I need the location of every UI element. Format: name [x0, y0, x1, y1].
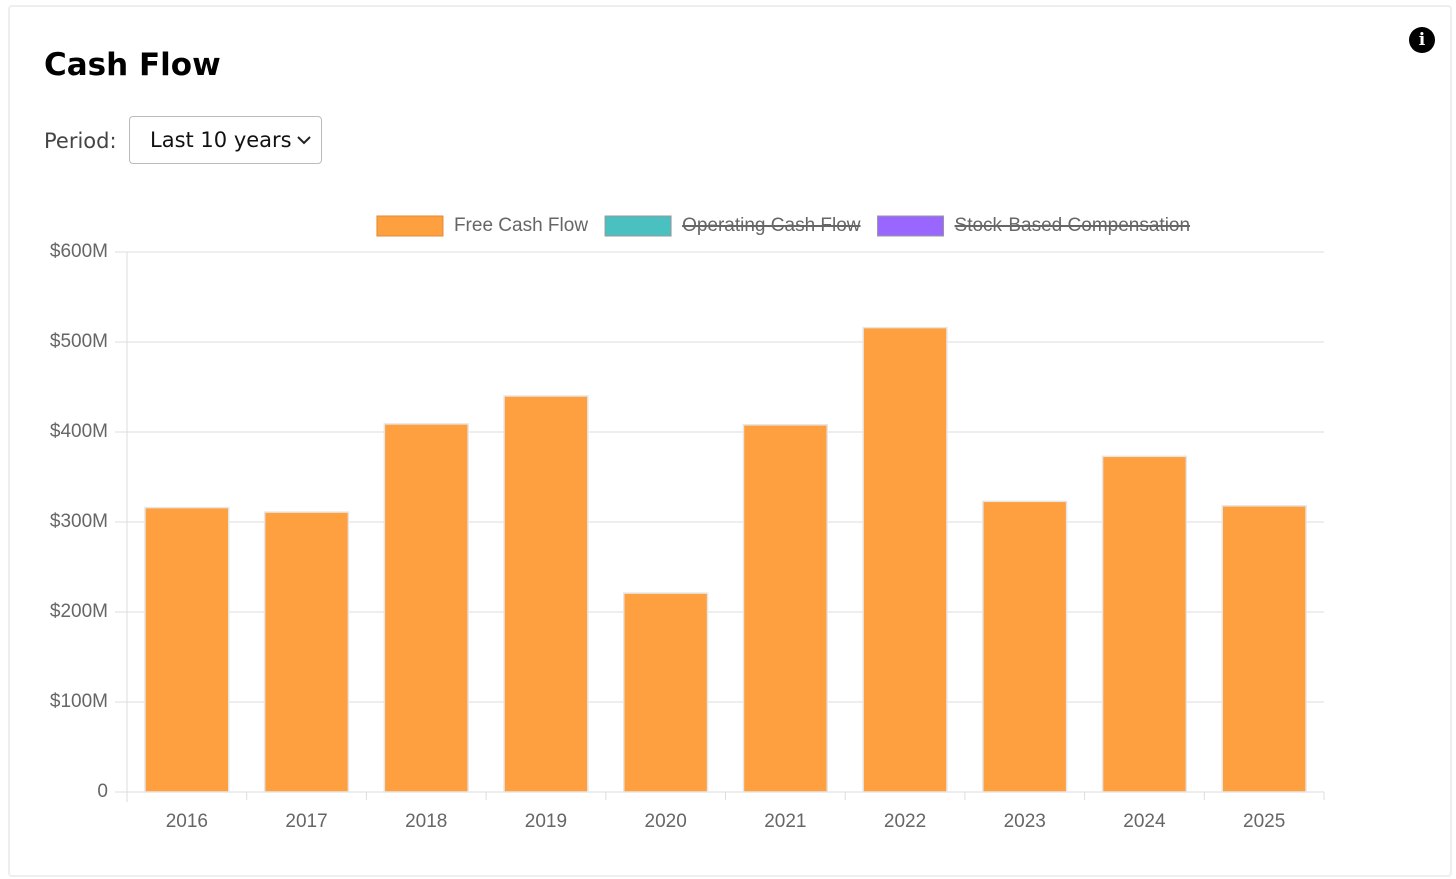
bar [263, 511, 350, 793]
x-tick-label: 2022 [884, 811, 926, 832]
y-tick-label: $100M [50, 691, 108, 712]
y-tick-label: $600M [50, 241, 108, 262]
y-tick-label: $300M [50, 511, 108, 532]
y-tick-label: $400M [50, 421, 108, 442]
x-tick-label: 2020 [645, 811, 687, 832]
bar [623, 592, 709, 793]
legend-swatch [877, 215, 945, 237]
x-tick-label: 2023 [1004, 811, 1046, 832]
y-tick-label: 0 [97, 781, 108, 802]
bar [383, 423, 469, 793]
card-title: Cash Flow [44, 47, 221, 83]
legend-swatch [376, 215, 444, 237]
bar [1101, 455, 1188, 793]
bar [503, 395, 589, 793]
chevron [297, 136, 311, 145]
card: Cash Flow i Period: Last 10 years [8, 5, 1452, 877]
legend-swatch [604, 215, 672, 237]
x-tick-label: 2025 [1243, 811, 1285, 832]
y-tick-label: $200M [50, 601, 108, 622]
select-value: Last 10 years [150, 128, 292, 152]
legend-label: Free Cash Flow [454, 215, 588, 236]
x-tick-label: 2018 [405, 811, 447, 832]
x-tick-label: 2024 [1123, 811, 1166, 832]
x-tick-label: 2016 [166, 811, 208, 832]
x-tick-label: 2021 [764, 811, 806, 832]
bar [742, 424, 828, 793]
bar [1221, 505, 1307, 793]
info-icon[interactable]: i [1409, 27, 1435, 53]
bar [862, 326, 948, 793]
period-select[interactable]: Last 10 years [129, 116, 322, 164]
x-tick-label: 2019 [525, 811, 567, 832]
period-label: Period: [44, 129, 117, 153]
x-tick-label: 2017 [285, 811, 327, 832]
bar [982, 500, 1068, 793]
bar [144, 506, 230, 793]
y-tick-label: $500M [50, 331, 108, 352]
